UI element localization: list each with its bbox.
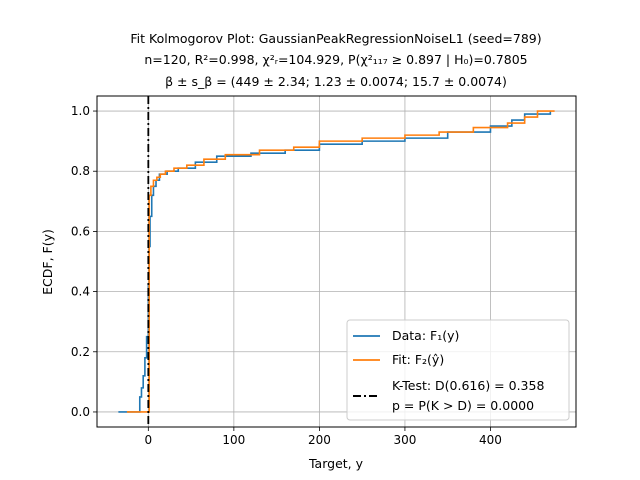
x-tick-label: 0 (145, 433, 153, 447)
tick-layer: 0 100 200 300 400 0.0 0.2 0.4 0.6 0.8 1.0 (71, 104, 502, 447)
legend: Data: F₁(y) Fit: F₂(ŷ) K-Test: D(0.616) … (346, 319, 570, 421)
y-axis-label: ECDF, F(y) (40, 229, 55, 295)
x-tick-label: 400 (479, 433, 502, 447)
x-tick-label: 300 (393, 433, 416, 447)
grid-lines (97, 96, 576, 427)
y-tick-label: 0.8 (71, 164, 90, 178)
plot-frame (96, 95, 577, 428)
y-tick-label: 1.0 (71, 104, 90, 118)
legend-label-ktest-2: p = P(K > D) = 0.0000 (392, 398, 534, 413)
data-ecdf-line (118, 111, 552, 413)
title-line-3: β ± s_β = (449 ± 2.34; 1.23 ± 0.0074; 15… (165, 74, 507, 89)
y-tick-label: 0.2 (71, 345, 90, 359)
y-tick-label: 0.4 (71, 285, 90, 299)
x-axis-label: Target, y (308, 456, 364, 471)
fit-ecdf-line (126, 110, 555, 413)
x-tick-label: 200 (308, 433, 331, 447)
legend-box (346, 319, 570, 421)
legend-label-fit: Fit: F₂(ŷ) (392, 352, 444, 367)
y-tick-label: 0.0 (71, 405, 90, 419)
legend-label-data: Data: F₁(y) (392, 328, 459, 343)
x-tick-label: 100 (222, 433, 245, 447)
title-line-2: n=120, R²=0.998, χ²ᵣ=104.929, P(χ²₁₁₇ ≥ … (144, 52, 527, 67)
y-tick-label: 0.6 (71, 224, 90, 238)
chart-title: Fit Kolmogorov Plot: GaussianPeakRegress… (130, 31, 541, 89)
legend-label-ktest-1: K-Test: D(0.616) = 0.358 (392, 378, 544, 393)
title-line-1: Fit Kolmogorov Plot: GaussianPeakRegress… (130, 31, 541, 46)
series-layer (118, 96, 555, 427)
